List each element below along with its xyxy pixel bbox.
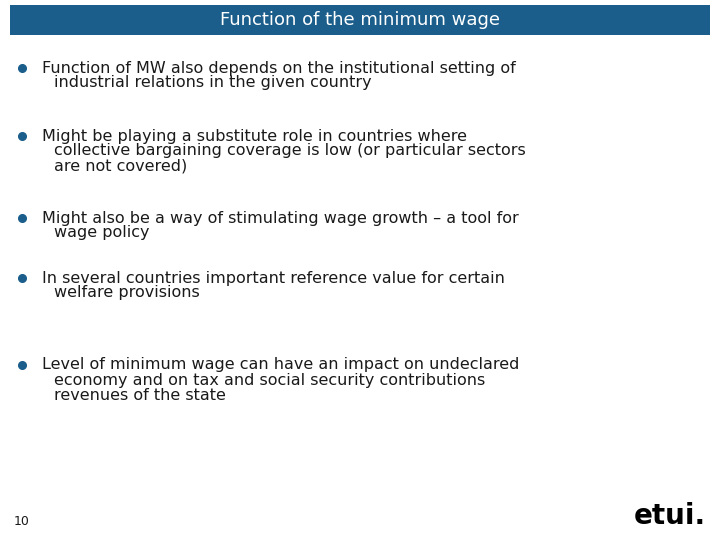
Text: are not covered): are not covered)	[54, 159, 187, 173]
Text: Function of the minimum wage: Function of the minimum wage	[220, 11, 500, 29]
Text: Might be playing a substitute role in countries where: Might be playing a substitute role in co…	[42, 129, 467, 144]
Text: collective bargaining coverage is low (or particular sectors: collective bargaining coverage is low (o…	[54, 144, 526, 159]
Text: welfare provisions: welfare provisions	[54, 286, 199, 300]
Text: 10: 10	[14, 515, 30, 528]
Text: etui.: etui.	[634, 502, 706, 530]
Text: industrial relations in the given country: industrial relations in the given countr…	[54, 76, 372, 91]
FancyBboxPatch shape	[10, 5, 710, 35]
Text: Might also be a way of stimulating wage growth – a tool for: Might also be a way of stimulating wage …	[42, 211, 518, 226]
Text: economy and on tax and social security contributions: economy and on tax and social security c…	[54, 373, 485, 388]
Text: revenues of the state: revenues of the state	[54, 388, 226, 402]
Text: Function of MW also depends on the institutional setting of: Function of MW also depends on the insti…	[42, 60, 516, 76]
Text: Level of minimum wage can have an impact on undeclared: Level of minimum wage can have an impact…	[42, 357, 519, 373]
Text: wage policy: wage policy	[54, 226, 150, 240]
Text: In several countries important reference value for certain: In several countries important reference…	[42, 271, 505, 286]
